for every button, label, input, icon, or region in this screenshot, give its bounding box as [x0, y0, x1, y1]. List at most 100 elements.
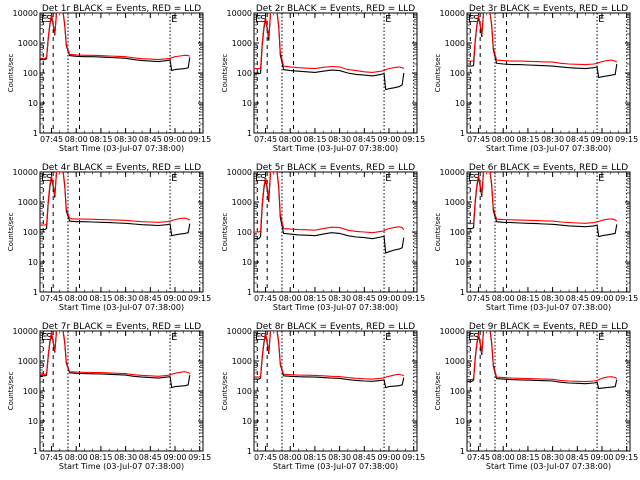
- y-tick-label: 10000: [440, 9, 465, 18]
- x-tick-label: 08:45: [566, 294, 589, 303]
- edge-label: S: [260, 173, 266, 184]
- chart-title: Det 6r BLACK = Events, RED = LLD: [469, 163, 628, 173]
- x-tick-label: 08:00: [65, 135, 88, 144]
- y-tick-label: 1: [33, 447, 38, 456]
- edge-label: E: [598, 173, 604, 184]
- x-axis-label: Start Time (03-Jul-07 07:38:00): [59, 462, 184, 471]
- x-tick-label: 09:15: [188, 453, 211, 462]
- chart-panel: Det 4r BLACK = Events, RED = LLD 1 10 100 10…: [7, 163, 211, 312]
- x-tick-label: 07:45: [40, 294, 63, 303]
- series-line-lld: [467, 13, 618, 66]
- chart-panel: Det 7r BLACK = Events, RED = LLD 1 10 100 10…: [7, 322, 211, 471]
- plot-frame: [466, 330, 631, 452]
- edge-label: E: [385, 14, 391, 25]
- y-tick-label: 1000: [18, 198, 38, 207]
- edge-label: E: [171, 173, 177, 184]
- series-line-events: [40, 331, 191, 389]
- y-tick-label: 1: [33, 129, 38, 138]
- y-tick-label: 1000: [445, 357, 465, 366]
- y-tick-label: 1: [460, 129, 465, 138]
- x-tick-label: 07:45: [40, 135, 63, 144]
- edge-label: E: [385, 173, 391, 184]
- y-tick-label: 1000: [445, 39, 465, 48]
- series-line-events: [467, 331, 618, 390]
- y-tick-label: 10000: [13, 168, 38, 177]
- y-tick-label: 1000: [445, 198, 465, 207]
- x-tick-label: 09:00: [590, 294, 613, 303]
- x-tick-label: 09:00: [377, 135, 400, 144]
- x-tick-label: 08:00: [492, 135, 515, 144]
- plot-frame: [39, 12, 204, 134]
- x-tick-label: 07:45: [254, 453, 277, 462]
- x-axis-label: Start Time (03-Jul-07 07:38:00): [273, 303, 398, 312]
- y-tick-label: 1: [33, 288, 38, 297]
- series-line-lld: [467, 172, 618, 225]
- x-tick-label: 09:15: [188, 135, 211, 144]
- x-tick-label: 09:00: [377, 294, 400, 303]
- edge-label: S: [473, 173, 479, 184]
- x-tick-label: 09:15: [615, 135, 638, 144]
- chart-title: Det 4r BLACK = Events, RED = LLD: [42, 163, 201, 173]
- y-tick-label: 100: [23, 228, 38, 237]
- edge-label: E: [468, 332, 474, 343]
- edge-label: S: [260, 332, 266, 343]
- x-axis-label: Start Time (03-Jul-07 07:38:00): [273, 144, 398, 153]
- x-tick-label: 07:45: [254, 294, 277, 303]
- x-tick-label: 08:45: [353, 135, 376, 144]
- y-tick-label: 1: [460, 447, 465, 456]
- plot-frame: [466, 12, 631, 134]
- y-axis-label: Counts/sec: [434, 54, 442, 93]
- plot-frame: [39, 330, 204, 452]
- series-line-lld: [254, 13, 405, 73]
- edge-label: E: [41, 173, 47, 184]
- edge-label: S: [46, 14, 52, 25]
- x-tick-label: 08:00: [279, 135, 302, 144]
- y-tick-label: 10: [455, 417, 465, 426]
- y-tick-label: 10000: [227, 168, 252, 177]
- edge-label: S: [473, 332, 479, 343]
- chart-title: Det 2r BLACK = Events, RED = LLD: [256, 4, 415, 14]
- x-tick-label: 09:15: [615, 453, 638, 462]
- series-line-lld: [254, 331, 405, 380]
- x-tick-label: 08:00: [279, 294, 302, 303]
- x-tick-label: 08:15: [303, 294, 326, 303]
- y-tick-label: 1: [247, 447, 252, 456]
- x-axis-label: Start Time (03-Jul-07 07:38:00): [59, 303, 184, 312]
- y-axis-label: Counts/sec: [221, 213, 229, 252]
- y-tick-label: 100: [237, 387, 252, 396]
- y-tick-label: 1000: [18, 357, 38, 366]
- y-tick-label: 1000: [232, 198, 252, 207]
- x-tick-label: 08:15: [516, 453, 539, 462]
- x-tick-label: 08:45: [353, 294, 376, 303]
- edge-label: E: [598, 14, 604, 25]
- y-axis-label: Counts/sec: [434, 213, 442, 252]
- x-tick-label: 09:15: [402, 294, 425, 303]
- x-tick-label: 08:45: [139, 135, 162, 144]
- series-line-events: [40, 172, 191, 237]
- y-tick-label: 100: [450, 387, 465, 396]
- y-tick-label: 100: [23, 387, 38, 396]
- x-tick-label: 08:30: [328, 453, 351, 462]
- x-tick-label: 08:45: [353, 453, 376, 462]
- series-line-lld: [254, 172, 405, 234]
- y-axis-label: Counts/sec: [434, 372, 442, 411]
- x-axis-label: Start Time (03-Jul-07 07:38:00): [59, 144, 184, 153]
- x-tick-label: 08:00: [65, 453, 88, 462]
- y-tick-label: 1000: [18, 39, 38, 48]
- edge-label: E: [385, 332, 391, 343]
- x-tick-label: 08:15: [516, 294, 539, 303]
- chart-panel: Det 6r BLACK = Events, RED = LLD 1 10 100 10…: [434, 163, 638, 312]
- series-line-events: [254, 172, 405, 254]
- x-tick-label: 08:45: [566, 135, 589, 144]
- y-tick-label: 10000: [227, 9, 252, 18]
- series-line-lld: [40, 331, 191, 377]
- chart-panel: Det 1r BLACK = Events, RED = LLD 1 10 100 10…: [7, 4, 211, 153]
- series-line-events: [254, 331, 405, 389]
- y-tick-label: 10: [455, 258, 465, 267]
- y-tick-label: 10: [28, 99, 38, 108]
- x-tick-label: 08:45: [139, 453, 162, 462]
- chart-title: Det 9r BLACK = Events, RED = LLD: [469, 322, 628, 332]
- edge-label: E: [41, 14, 47, 25]
- series-line-lld: [40, 13, 191, 61]
